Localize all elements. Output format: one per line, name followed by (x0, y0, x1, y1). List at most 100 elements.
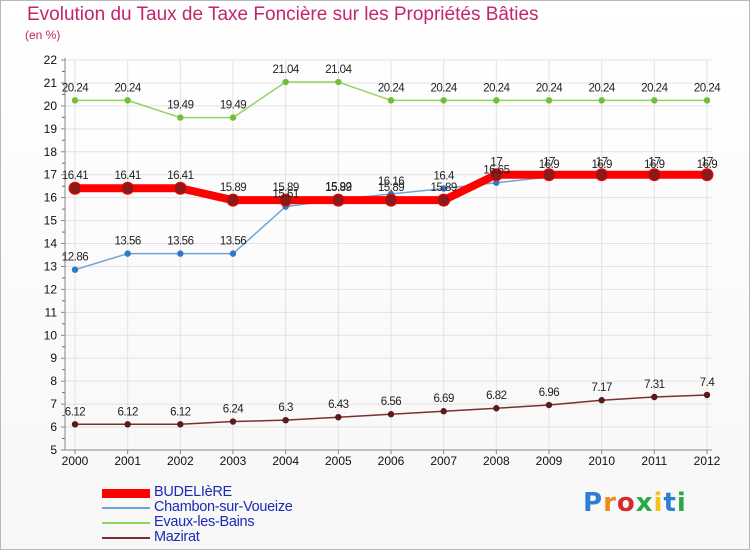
logo-letter: t (663, 488, 677, 518)
data-point (124, 97, 131, 104)
data-point (700, 168, 714, 182)
legend-swatch (102, 488, 150, 498)
logo-letter: r (603, 488, 617, 518)
data-point (598, 97, 605, 104)
data-label: 17 (648, 157, 660, 169)
xtick-label: 2007 (430, 454, 457, 468)
legend-item: Mazirat (102, 529, 362, 546)
series-mazirat (71, 391, 711, 428)
xtick-label: 2008 (483, 454, 510, 468)
data-point (226, 193, 240, 207)
data-label: 16.16 (378, 176, 404, 188)
ytick-label: 18 (44, 145, 58, 159)
data-label: 7.4 (700, 377, 716, 389)
data-label: 20.24 (115, 82, 142, 94)
xtick-label: 2003 (220, 454, 247, 468)
xtick-label: 2000 (62, 454, 89, 468)
data-point (282, 416, 289, 424)
data-point (440, 185, 447, 192)
data-point (229, 418, 237, 425)
legend-swatch (102, 507, 150, 509)
xtick-label: 2006 (378, 454, 405, 468)
data-label: 15.92 (325, 181, 351, 193)
logo-letter: i (676, 488, 687, 518)
data-label: 16.41 (115, 170, 141, 182)
legend-item: Evaux-les-Bains (102, 514, 362, 531)
data-label: 21.04 (273, 64, 300, 76)
data-label: 6.82 (486, 390, 506, 402)
data-label: 6.3 (278, 402, 293, 414)
data-point (229, 250, 237, 257)
data-label: 6.12 (117, 406, 137, 418)
data-point (229, 114, 237, 121)
logo-letter: i (653, 488, 664, 518)
data-label: 20.24 (483, 82, 510, 94)
data-label: 13.56 (167, 236, 193, 248)
ytick-label: 11 (45, 305, 58, 319)
ytick-label: 16 (44, 191, 58, 205)
data-label: 16.9 (644, 159, 664, 171)
xtick-label: 2011 (641, 454, 667, 468)
ytick-label: 22 (44, 53, 58, 67)
data-label: 16.65 (483, 165, 509, 177)
ytick-label: 15 (44, 214, 58, 228)
xtick-label: 2002 (167, 454, 194, 468)
data-point (177, 421, 184, 428)
xtick-label: 2012 (694, 454, 721, 468)
data-label: 6.12 (65, 406, 85, 418)
data-point (124, 250, 131, 257)
data-label: 15.89 (220, 182, 246, 194)
data-point (545, 97, 553, 104)
data-point (177, 250, 184, 257)
data-label: 7.31 (644, 379, 664, 391)
ytick-label: 20 (44, 99, 58, 113)
ytick-label: 6 (50, 420, 57, 434)
data-labels-layer: 16.41 16.41 16.41 15.89 15.89 15.89 15.89 15.89… (62, 64, 722, 418)
data-label: 16.9 (539, 159, 559, 171)
data-label: 19.49 (220, 100, 246, 112)
data-label: 20.24 (536, 82, 563, 94)
data-label: 16.4 (433, 170, 454, 182)
axes: 5 6 7 8 9 10 11 12 13 14 15 16 17 18 19 20 21 22 2000 2001 2… (44, 53, 721, 468)
xtick-label: 2010 (588, 454, 615, 468)
logo-letter: x (635, 488, 654, 518)
legend-item: Chambon-sur-Voueize (102, 499, 362, 516)
data-point (437, 193, 451, 207)
ytick-label: 19 (44, 122, 58, 136)
grid (65, 59, 712, 451)
legend-label: Mazirat (154, 529, 200, 545)
data-label: 21.04 (325, 64, 352, 76)
data-point (173, 181, 187, 195)
data-label: 6.56 (381, 396, 401, 408)
data-label: 12.86 (62, 252, 88, 264)
series-budeli-re (68, 168, 714, 207)
data-point (542, 168, 556, 182)
data-point (703, 97, 711, 104)
logo-letter: o (616, 488, 636, 518)
data-point (598, 397, 605, 404)
data-point (440, 97, 447, 104)
data-label: 16.9 (697, 159, 717, 171)
data-point (493, 405, 500, 412)
data-point (545, 401, 553, 409)
data-point (177, 114, 184, 121)
proxiti-logo: Proxiti (583, 488, 687, 518)
data-point (124, 421, 131, 428)
xtick-label: 2009 (536, 454, 563, 468)
data-point (651, 97, 658, 104)
ytick-label: 10 (44, 328, 58, 342)
ytick-label: 8 (50, 374, 57, 388)
data-label: 19.49 (167, 100, 193, 112)
chart-subtitle: (en %) (25, 28, 61, 42)
data-label: 16.41 (62, 170, 88, 182)
data-label: 6.12 (170, 406, 190, 418)
xtick-label: 2005 (325, 454, 352, 468)
legend-swatch (102, 522, 150, 524)
ytick-label: 17 (44, 168, 58, 182)
data-point (335, 413, 342, 421)
data-label: 17 (490, 157, 502, 169)
data-label: 16.9 (591, 159, 611, 171)
data-point (335, 78, 342, 86)
